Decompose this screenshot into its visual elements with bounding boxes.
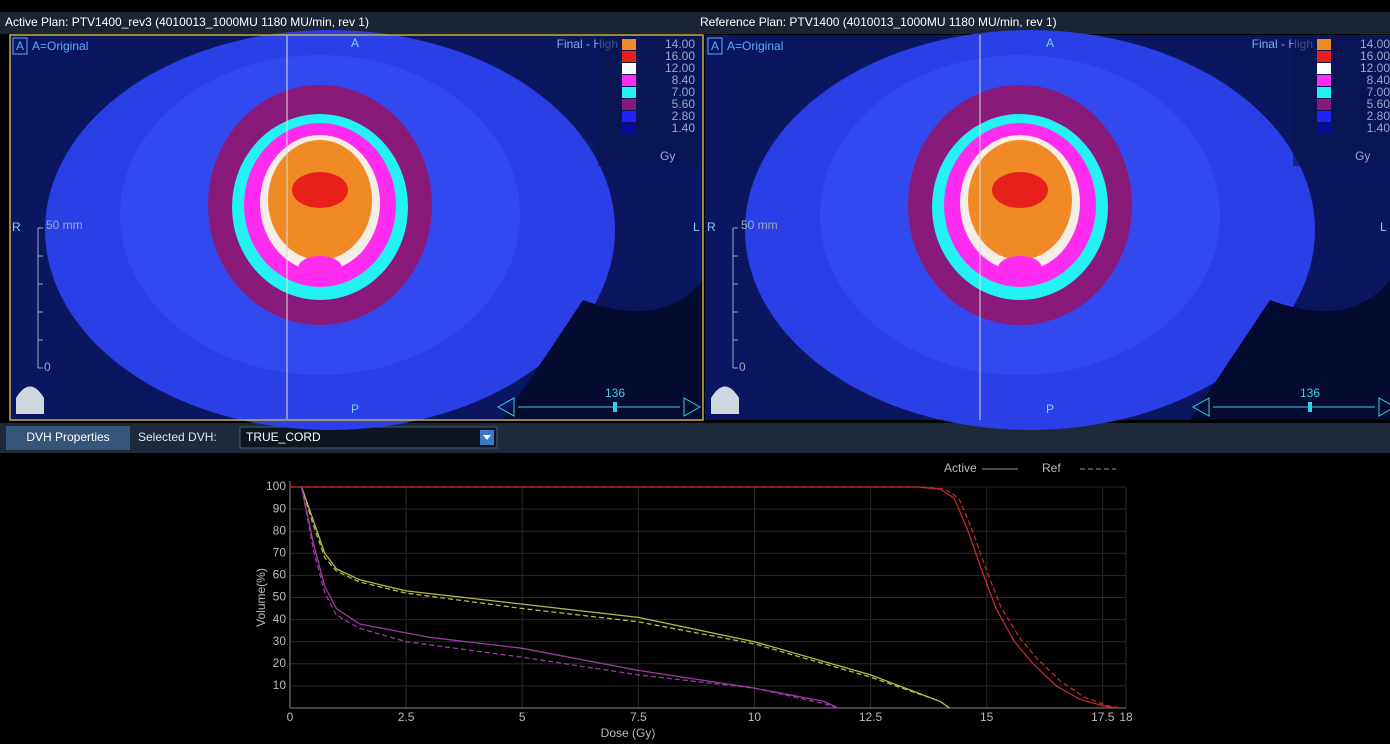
y-tick-label: 20: [273, 656, 287, 670]
orient-bottom: P: [351, 402, 359, 416]
cord-notch: [298, 256, 342, 280]
x-tick-label: 12.5: [859, 710, 883, 724]
dose-swatch: [1317, 87, 1331, 98]
dose-contour: [292, 172, 348, 208]
dose-swatch: [622, 63, 636, 74]
orient-right: L: [1380, 220, 1387, 234]
scale-label: 50 mm: [46, 218, 83, 232]
y-tick-label: 60: [273, 568, 287, 582]
y-tick-label: 10: [273, 678, 287, 692]
slice-number: 136: [605, 386, 625, 400]
y-tick-label: 70: [273, 545, 287, 559]
scale-zero: 0: [739, 360, 746, 374]
dose-swatch: [622, 51, 636, 62]
dropdown-value[interactable]: TRUE_CORD: [246, 430, 321, 444]
dose-swatch: [622, 111, 636, 122]
y-axis-label: Volume(%): [254, 568, 268, 627]
x-tick-label: 15: [980, 710, 994, 724]
viewport-title: Reference Plan: PTV1400 (4010013_1000MU …: [700, 15, 1057, 29]
scale-label: 50 mm: [741, 218, 778, 232]
x-tick-label: 5: [519, 710, 526, 724]
dose-swatch: [1317, 123, 1331, 134]
x-tick-label: 0: [287, 710, 294, 724]
x-tick-label: 18: [1119, 710, 1133, 724]
overlay-label: A=Original: [32, 39, 88, 53]
orient-right: L: [693, 220, 700, 234]
viewport-title: Active Plan: PTV1400_rev3 (4010013_1000M…: [5, 15, 369, 29]
x-tick-label: 7.5: [630, 710, 647, 724]
dose-swatch: [1317, 75, 1331, 86]
tab-label[interactable]: DVH Properties: [26, 430, 109, 444]
slider-thumb[interactable]: [613, 402, 617, 412]
y-tick-label: 90: [273, 501, 287, 515]
x-tick-label: 10: [748, 710, 762, 724]
dose-unit: Gy: [1355, 149, 1370, 163]
scale-zero: 0: [44, 360, 51, 374]
selected-label: Selected DVH:: [138, 430, 217, 444]
slice-number: 136: [1300, 386, 1320, 400]
dose-level: 1.40: [1367, 121, 1390, 135]
orient-top: A: [351, 36, 359, 50]
dose-swatch: [622, 123, 636, 134]
overlay-label: A=Original: [727, 39, 783, 53]
dose-contour: [992, 172, 1048, 208]
dose-swatch: [1317, 99, 1331, 110]
x-tick-label: 2.5: [398, 710, 415, 724]
y-tick-label: 30: [273, 634, 287, 648]
legend-label: Active: [944, 461, 977, 475]
dose-swatch: [1317, 51, 1331, 62]
dose-unit: Gy: [660, 149, 675, 163]
badge-label: A: [16, 39, 24, 53]
dose-swatch: [622, 39, 636, 50]
page: {"viewports": [ {"title": "Active Plan: …: [0, 0, 1390, 744]
y-tick-label: 50: [273, 590, 287, 604]
app-window: DVH Properties Selected DVH: TRUE_CORD A…: [0, 0, 1390, 744]
y-tick-label: 80: [273, 523, 287, 537]
dose-swatch: [1317, 63, 1331, 74]
dose-swatch: [622, 99, 636, 110]
y-tick-label: 100: [266, 479, 286, 493]
legend-label: Ref: [1042, 461, 1061, 475]
badge-label: A: [711, 39, 719, 53]
dose-swatch: [1317, 111, 1331, 122]
orient-left: R: [707, 220, 716, 234]
slider-thumb[interactable]: [1308, 402, 1312, 412]
orient-top: A: [1046, 36, 1054, 50]
orient-left: R: [12, 220, 21, 234]
dose-swatch: [1317, 39, 1331, 50]
x-axis-label: Dose (Gy): [601, 726, 656, 740]
y-tick-label: 40: [273, 612, 287, 626]
x-tick-label: 17.5: [1091, 710, 1115, 724]
dose-swatch: [622, 75, 636, 86]
orient-bottom: P: [1046, 402, 1054, 416]
dose-level: 1.40: [672, 121, 696, 135]
dose-swatch: [622, 87, 636, 98]
cord-notch: [998, 256, 1042, 280]
